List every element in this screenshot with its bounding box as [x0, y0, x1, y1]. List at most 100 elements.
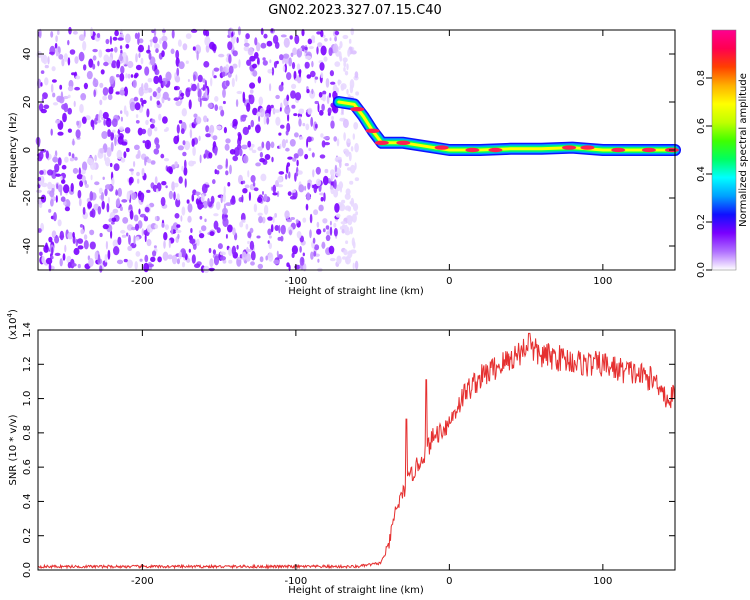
noise-blob: [177, 233, 180, 240]
noise-blob: [260, 173, 267, 182]
noise-blob: [255, 124, 261, 134]
noise-blob: [178, 61, 185, 70]
noise-blob: [351, 237, 355, 247]
noise-blob: [143, 229, 148, 236]
noise-blob: [105, 240, 108, 250]
noise-blob: [291, 83, 297, 89]
noise-blob: [340, 221, 347, 225]
noise-blob: [120, 116, 123, 122]
noise-blob: [181, 165, 184, 172]
noise-blob: [122, 52, 127, 58]
noise-blob: [196, 50, 199, 61]
noise-blob: [302, 252, 305, 257]
noise-blob: [214, 146, 218, 156]
noise-blob: [298, 118, 302, 127]
noise-blob: [161, 181, 167, 186]
noise-blob: [105, 117, 112, 128]
noise-blob: [123, 258, 128, 263]
noise-blob: [127, 245, 133, 251]
noise-blob: [54, 252, 61, 256]
noise-blob: [324, 38, 328, 42]
noise-blob: [106, 147, 112, 158]
noise-blob: [320, 72, 324, 79]
noise-blob: [168, 190, 173, 200]
noise-blob: [61, 164, 67, 170]
noise-blob: [99, 99, 103, 106]
noise-blob: [354, 71, 359, 79]
noise-blob: [217, 164, 223, 170]
noise-blob: [104, 188, 108, 197]
noise-blob: [82, 40, 87, 51]
noise-blob: [321, 140, 326, 148]
noise-blob: [77, 245, 84, 250]
noise-blob: [109, 35, 112, 45]
noise-blob: [147, 158, 152, 164]
noise-blob: [191, 194, 195, 202]
noise-blob: [144, 82, 149, 91]
noise-blob: [84, 184, 89, 188]
noise-blob: [272, 184, 277, 194]
noise-blob: [98, 113, 101, 124]
noise-blob: [126, 191, 131, 201]
noise-blob: [225, 138, 231, 144]
noise-blob: [247, 125, 251, 130]
noise-blob: [336, 138, 340, 147]
noise-blob: [193, 113, 198, 118]
noise-blob: [307, 181, 311, 190]
noise-blob: [220, 109, 225, 117]
noise-blob: [271, 156, 274, 163]
noise-blob: [112, 239, 119, 248]
noise-blob: [133, 235, 136, 245]
noise-blob: [316, 46, 319, 55]
colorbar-tick-label: 0.0: [696, 262, 707, 278]
noise-blob: [232, 227, 236, 236]
ridge-peak: [465, 147, 480, 153]
noise-blob: [163, 232, 168, 241]
noise-blob: [346, 255, 349, 264]
noise-blob: [135, 53, 138, 63]
noise-blob: [269, 83, 272, 92]
noise-blob: [100, 69, 105, 75]
noise-blob: [134, 102, 141, 111]
noise-blob: [120, 157, 126, 163]
noise-blob: [67, 232, 74, 240]
noise-blob: [284, 210, 290, 219]
noise-blob: [227, 182, 231, 187]
noise-blob: [138, 38, 144, 44]
noise-blob: [60, 196, 66, 202]
ridge-peak: [580, 145, 595, 150]
noise-blob: [184, 140, 191, 151]
noise-blob: [352, 133, 355, 140]
noise-blob: [338, 51, 342, 60]
noise-blob: [301, 28, 305, 37]
noise-blob: [48, 208, 52, 213]
noise-blob: [109, 75, 115, 85]
noise-blob: [116, 259, 124, 265]
noise-blob: [223, 126, 227, 134]
noise-blob: [154, 176, 158, 185]
snr-y-tick-label: 0.0: [22, 562, 33, 578]
noise-blob: [219, 251, 226, 256]
noise-blob: [235, 99, 239, 108]
noise-blob: [92, 55, 97, 61]
noise-blob: [110, 48, 114, 52]
noise-blob: [289, 195, 296, 200]
noise-blob: [187, 79, 190, 82]
ridge-peak: [562, 145, 577, 150]
noise-blob: [329, 220, 332, 226]
noise-blob: [323, 192, 326, 202]
noise-blob: [147, 127, 153, 137]
noise-blob: [254, 37, 258, 46]
noise-blob: [101, 131, 108, 139]
noise-blob: [262, 191, 264, 195]
noise-blob: [264, 154, 271, 160]
noise-blob: [162, 251, 169, 261]
noise-blob: [237, 133, 242, 142]
noise-blob: [80, 93, 87, 101]
spectrogram-x-tick-label: -100: [285, 276, 308, 287]
noise-blob: [329, 70, 334, 77]
noise-blob: [278, 84, 284, 92]
noise-blob: [188, 99, 192, 110]
snr-x-tick-label: -100: [285, 576, 308, 587]
noise-blob: [39, 170, 44, 175]
